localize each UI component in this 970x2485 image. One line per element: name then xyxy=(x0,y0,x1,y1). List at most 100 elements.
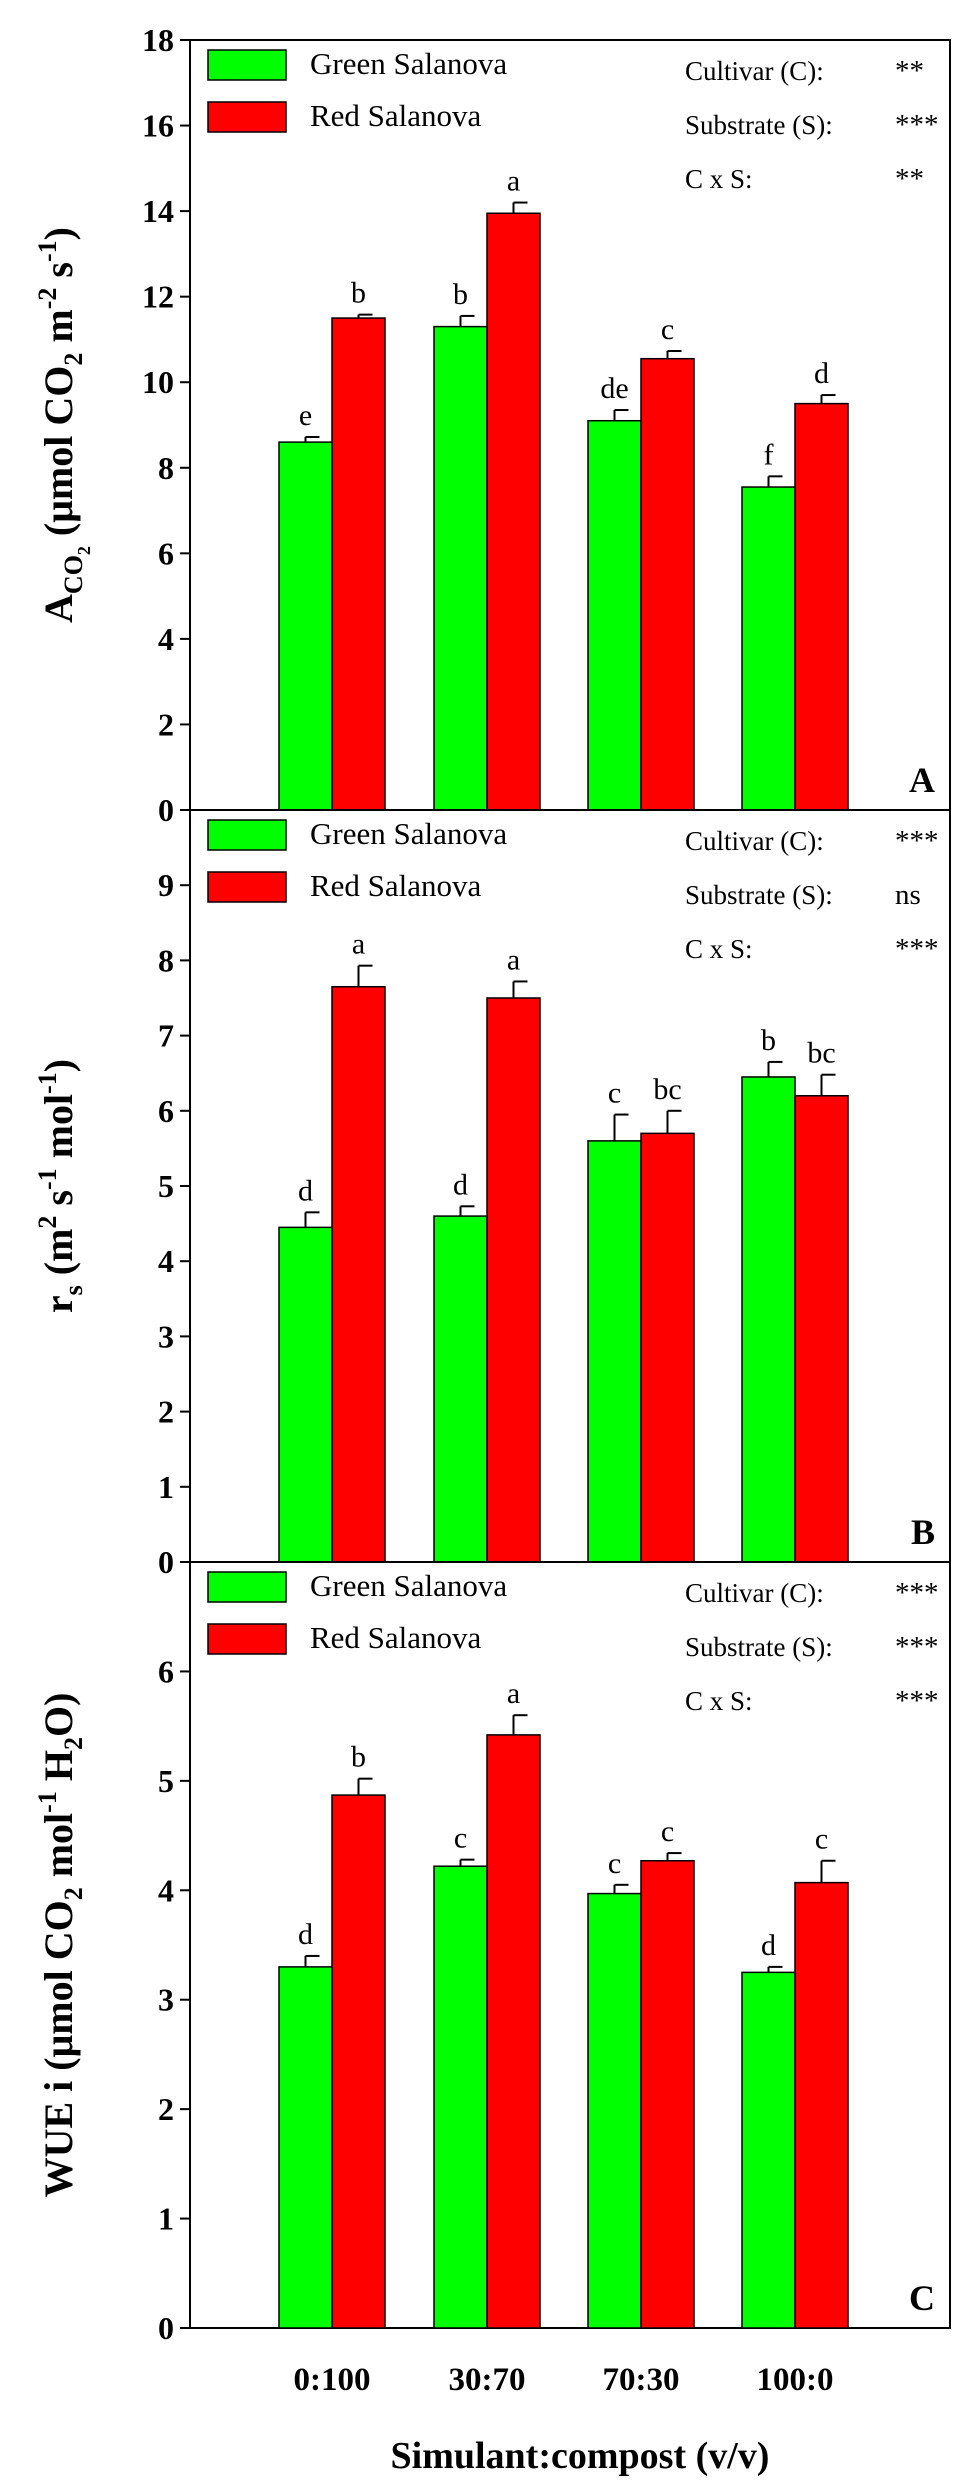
stat-label: C x S: xyxy=(685,934,753,964)
y-label-unit: ) xyxy=(36,227,81,240)
stat-label: C x S: xyxy=(685,1686,753,1716)
y-label-subsub: 2 xyxy=(74,546,94,555)
y-tick-label: 16 xyxy=(142,108,174,144)
panel-letter: C xyxy=(909,2278,935,2318)
legend-label: Green Salanova xyxy=(310,816,507,851)
y-label-sup: -1 xyxy=(33,1791,62,1813)
stat-significance: *** xyxy=(895,933,939,965)
bar-green xyxy=(741,1971,796,2329)
y-label-main: A xyxy=(36,594,81,623)
bar-green xyxy=(433,1215,488,1563)
stat-label: Cultivar (C): xyxy=(685,56,824,86)
x-axis-label: Simulant:compost (v/v) xyxy=(391,2435,770,2477)
y-label-sub: s xyxy=(59,1285,88,1295)
significance-letter: c xyxy=(608,1847,621,1880)
y-tick-label: 4 xyxy=(158,1872,174,1908)
stat-significance: *** xyxy=(895,825,939,857)
bar-red xyxy=(794,402,849,811)
bar-red xyxy=(794,1095,849,1563)
legend-label: Red Salanova xyxy=(310,1620,482,1655)
significance-letter: c xyxy=(608,1077,621,1110)
y-label-unit: ) xyxy=(36,1059,81,1072)
panel-c: 0 1 2 3 4 5 6 d c c d b a c c Green Salanova Red Salanov… xyxy=(33,1561,951,2477)
significance-letter: c xyxy=(661,1815,674,1848)
bar-red xyxy=(486,997,541,1563)
y-axis-label: WUE i (μmol CO2 mol-1 H2O) xyxy=(33,1693,88,2198)
y-label-unit: mol xyxy=(36,1094,81,1168)
y-tick-label: 6 xyxy=(158,1653,174,1689)
bar-green xyxy=(587,419,642,811)
legend-swatch xyxy=(207,871,287,903)
significance-letter: d xyxy=(298,1918,313,1951)
y-tick-label: 6 xyxy=(158,1093,174,1129)
y-tick-label: 3 xyxy=(158,1318,174,1354)
y-tick-label: 2 xyxy=(158,706,174,742)
stat-significance: *** xyxy=(895,109,939,141)
y-label-unit: (μmol CO xyxy=(36,366,81,546)
y-label-sup: -2 xyxy=(33,288,62,310)
stat-significance: ** xyxy=(895,163,924,195)
stat-label: Cultivar (C): xyxy=(685,1578,824,1608)
y-axis-label: ACO2 (μmol CO2 m-2 s-1) xyxy=(33,227,94,623)
y-label-unit: mol xyxy=(36,1813,81,1887)
panel-a: 0 2 4 6 8 10 12 14 16 18 e b de f b a c d Green Salanova Re… xyxy=(33,22,951,828)
y-label-sup: 2 xyxy=(33,1216,62,1229)
legend-swatch xyxy=(207,1571,287,1603)
stat-label: Substrate (S): xyxy=(685,1632,833,1662)
y-tick-label: 7 xyxy=(158,1018,174,1054)
y-tick-label: 9 xyxy=(158,867,174,903)
y-tick-label: 10 xyxy=(142,364,174,400)
significance-letter: d xyxy=(298,1174,313,1207)
panel-b: 0 1 2 3 4 5 6 7 8 9 d d c b a a bc bc Green Salanova Red Sa… xyxy=(33,809,951,1580)
y-tick-label: 5 xyxy=(158,1763,174,1799)
panel-letter: A xyxy=(909,760,935,800)
legend-label: Red Salanova xyxy=(310,868,482,903)
bar-red xyxy=(486,1734,541,2329)
stat-label: C x S: xyxy=(685,164,753,194)
y-label-sub: CO xyxy=(59,555,88,594)
bar-red xyxy=(794,1881,849,2329)
bar-green xyxy=(587,1892,642,2329)
y-tick-label: 18 xyxy=(142,22,174,58)
y-tick-label: 6 xyxy=(158,535,174,571)
stat-label: Substrate (S): xyxy=(685,110,833,140)
stat-significance: ** xyxy=(895,55,924,87)
panel-letter: B xyxy=(911,1512,935,1552)
y-label-unit: s xyxy=(36,1190,81,1216)
y-tick-label: 4 xyxy=(158,1243,174,1279)
y-tick-label: 1 xyxy=(158,2201,174,2237)
bar-green xyxy=(278,441,333,811)
x-tick-label: 70:30 xyxy=(603,2362,680,2398)
bar-red xyxy=(486,212,541,811)
significance-letter: b xyxy=(761,1024,776,1057)
bar-red xyxy=(331,985,386,1563)
stat-significance: *** xyxy=(895,1577,939,1609)
significance-letter: b xyxy=(351,277,366,310)
y-label-unit: O) xyxy=(36,1693,81,1737)
y-axis-label: rs (m2 s-1 mol-1) xyxy=(33,1059,88,1313)
y-tick-label: 3 xyxy=(158,1982,174,2018)
y-label-unit: m xyxy=(36,309,81,352)
significance-letter: a xyxy=(352,928,365,961)
y-label-sup: -1 xyxy=(33,240,62,262)
y-tick-label: 0 xyxy=(158,2310,174,2346)
legend-label: Green Salanova xyxy=(310,46,507,81)
y-tick-label: 0 xyxy=(158,1544,174,1580)
y-label-main: WUE i (μmol CO xyxy=(36,1900,81,2197)
y-label-sub: 2 xyxy=(59,353,88,366)
legend-swatch xyxy=(207,1623,287,1655)
y-tick-label: 12 xyxy=(142,279,174,315)
y-tick-label: 0 xyxy=(158,792,174,828)
legend-label: Red Salanova xyxy=(310,98,482,133)
significance-letter: b xyxy=(351,1741,366,1774)
bar-green xyxy=(278,1226,333,1563)
legend-swatch xyxy=(207,819,287,851)
y-tick-label: 1 xyxy=(158,1469,174,1505)
x-tick-label: 30:70 xyxy=(449,2362,526,2398)
bar-red xyxy=(331,317,386,811)
y-tick-label: 4 xyxy=(158,621,174,657)
bar-green xyxy=(587,1140,642,1563)
stat-significance: *** xyxy=(895,1631,939,1663)
bar-green xyxy=(433,1865,488,2329)
y-tick-label: 2 xyxy=(158,1394,174,1430)
